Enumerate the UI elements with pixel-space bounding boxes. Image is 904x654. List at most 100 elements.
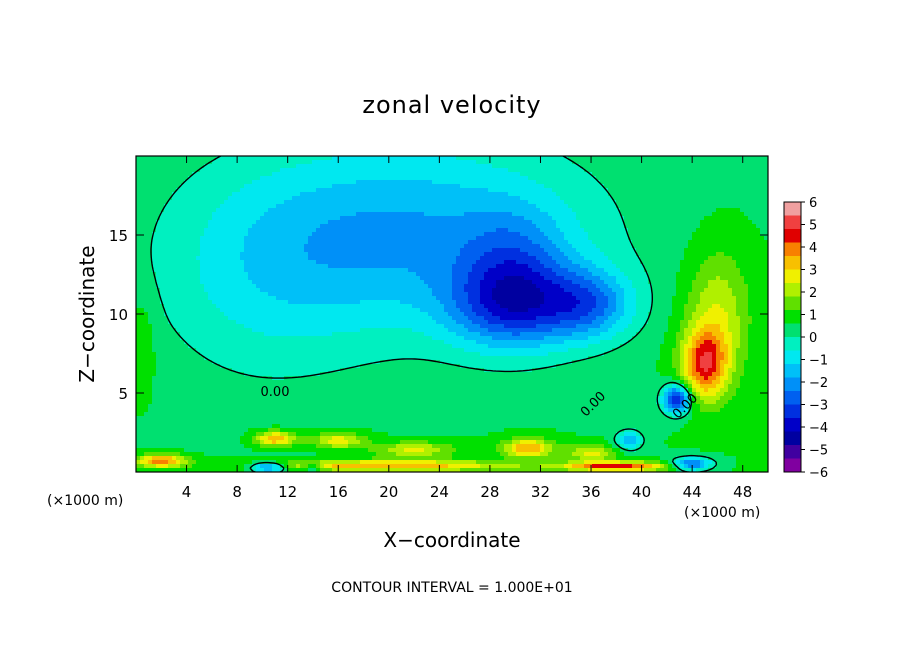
field-cell: [612, 232, 617, 237]
field-cell: [468, 192, 473, 197]
field-cell: [500, 172, 505, 177]
field-cell: [192, 176, 197, 181]
field-cell: [372, 168, 377, 173]
field-cell: [256, 156, 261, 161]
field-cell: [740, 184, 745, 189]
field-cell: [712, 240, 717, 245]
field-cell: [248, 264, 253, 269]
field-cell: [364, 192, 369, 197]
field-cell: [220, 268, 225, 273]
field-cell: [680, 212, 685, 217]
field-cell: [380, 192, 385, 197]
field-cell: [260, 176, 265, 181]
field-cell: [516, 272, 521, 277]
field-cell: [152, 260, 157, 265]
field-cell: [408, 244, 413, 249]
field-cell: [208, 164, 213, 169]
field-cell: [516, 216, 521, 221]
field-cell: [676, 244, 681, 249]
field-cell: [200, 248, 205, 253]
field-cell: [276, 264, 281, 269]
field-cell: [664, 176, 669, 181]
field-cell: [192, 204, 197, 209]
field-cell: [488, 180, 493, 185]
field-cell: [444, 244, 449, 249]
field-cell: [456, 208, 461, 213]
field-cell: [176, 188, 181, 193]
field-cell: [256, 216, 261, 221]
field-cell: [748, 264, 753, 269]
field-cell: [560, 240, 565, 245]
field-cell: [540, 156, 545, 161]
field-cell: [404, 192, 409, 197]
field-cell: [540, 240, 545, 245]
field-cell: [652, 168, 657, 173]
field-cell: [176, 272, 181, 277]
field-cell: [184, 260, 189, 265]
field-cell: [444, 240, 449, 245]
field-cell: [288, 244, 293, 249]
field-cell: [536, 232, 541, 237]
field-cell: [600, 196, 605, 201]
field-cell: [156, 280, 161, 285]
field-cell: [620, 228, 625, 233]
field-cell: [620, 264, 625, 269]
field-cell: [592, 256, 597, 261]
field-cell: [324, 228, 329, 233]
field-cell: [224, 252, 229, 257]
field-cell: [284, 280, 289, 285]
field-cell: [648, 204, 653, 209]
field-cell: [512, 276, 517, 281]
field-cell: [596, 164, 601, 169]
field-cell: [568, 156, 573, 161]
field-cell: [232, 156, 237, 161]
field-cell: [324, 272, 329, 277]
field-cell: [556, 244, 561, 249]
field-cell: [400, 252, 405, 257]
field-cell: [552, 204, 557, 209]
field-cell: [608, 204, 613, 209]
field-cell: [156, 160, 161, 165]
field-cell: [352, 196, 357, 201]
field-cell: [360, 236, 365, 241]
field-cell: [716, 160, 721, 165]
field-cell: [524, 264, 529, 269]
field-cell: [700, 232, 705, 237]
field-cell: [520, 256, 525, 261]
field-cell: [752, 200, 757, 205]
field-cell: [368, 224, 373, 229]
field-cell: [160, 216, 165, 221]
field-cell: [332, 156, 337, 161]
field-cell: [680, 184, 685, 189]
field-cell: [560, 236, 565, 241]
field-cell: [516, 236, 521, 241]
field-cell: [224, 184, 229, 189]
field-cell: [404, 188, 409, 193]
field-cell: [240, 196, 245, 201]
field-cell: [544, 240, 549, 245]
field-cell: [188, 192, 193, 197]
field-cell: [528, 276, 533, 281]
field-cell: [352, 232, 357, 237]
field-cell: [436, 224, 441, 229]
field-cell: [504, 188, 509, 193]
field-cell: [700, 224, 705, 229]
field-cell: [384, 280, 389, 285]
field-cell: [600, 260, 605, 265]
field-cell: [708, 272, 713, 277]
field-cell: [164, 164, 169, 169]
field-cell: [600, 188, 605, 193]
field-cell: [568, 236, 573, 241]
field-cell: [328, 192, 333, 197]
field-cell: [536, 248, 541, 253]
field-cell: [680, 164, 685, 169]
field-cell: [740, 248, 745, 253]
field-cell: [372, 268, 377, 273]
field-cell: [396, 256, 401, 261]
field-cell: [696, 260, 701, 265]
field-cell: [180, 164, 185, 169]
field-cell: [560, 188, 565, 193]
field-cell: [152, 184, 157, 189]
field-cell: [276, 204, 281, 209]
field-cell: [576, 160, 581, 165]
